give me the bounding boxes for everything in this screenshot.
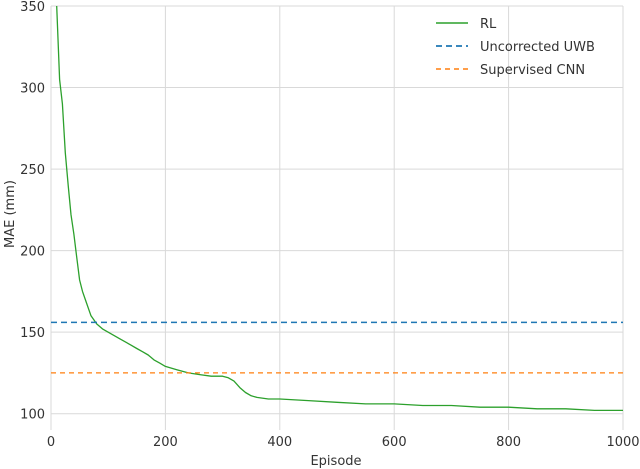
legend-label-1: RL [480, 17, 497, 32]
grid [50, 5, 624, 430]
x-tick-label: 1000 [606, 435, 639, 450]
x-tick-label: 800 [496, 435, 521, 450]
y-tick-label: 300 [20, 82, 45, 97]
x-tick-label: 200 [153, 435, 178, 450]
ticks: 0 200 400 600 800 1000 100 150 200 250 300 350 [20, 0, 639, 450]
x-tick-label: 400 [267, 435, 292, 450]
x-axis-label: Episode [310, 454, 361, 469]
y-tick-label: 150 [20, 326, 45, 341]
x-tick-label: 600 [382, 435, 407, 450]
series-layer [51, 5, 623, 412]
y-axis-label: MAE (mm) [3, 180, 18, 248]
y-tick-label: 200 [20, 245, 45, 260]
y-tick-label: 350 [20, 0, 45, 15]
y-tick-label: 100 [20, 408, 45, 423]
legend-label-3: Supervised CNN [480, 63, 585, 78]
y-tick-label: 250 [20, 163, 45, 178]
x-tick-label: 0 [47, 435, 55, 450]
legend: RL Uncorrected UWB Supervised CNN [436, 17, 595, 78]
legend-label-2: Uncorrected UWB [480, 40, 595, 55]
series-line-1 [56, 5, 623, 412]
